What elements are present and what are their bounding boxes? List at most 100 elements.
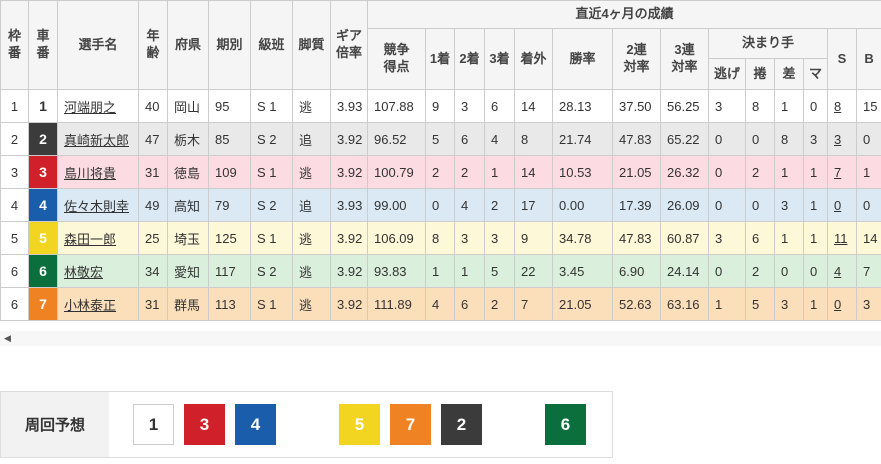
col-header-s: S — [827, 28, 857, 90]
cell-sashi: 8 — [774, 122, 804, 156]
cell-q2: 47.83 — [612, 122, 661, 156]
rider-number-box: 1 — [133, 404, 174, 445]
cell-class: S 1 — [250, 89, 293, 123]
cell-q3: 56.25 — [660, 89, 709, 123]
cell-s: 11 — [827, 221, 857, 255]
cell-q2: 47.83 — [612, 221, 661, 255]
col-header-pref: 府県 — [167, 0, 209, 90]
cell-b: 7 — [855, 254, 881, 288]
cell-period: 95 — [208, 89, 251, 123]
col-header-gear: ギア 倍率 — [330, 0, 368, 90]
cell-out: 7 — [514, 287, 553, 321]
cell-s: 0 — [827, 287, 857, 321]
s-count-link[interactable]: 0 — [834, 197, 842, 213]
cell-pref: 高知 — [167, 188, 209, 222]
cell-age: 40 — [138, 89, 168, 123]
racer-name-link[interactable]: 真崎新太郎 — [64, 132, 130, 148]
cell-first: 9 — [425, 89, 455, 123]
racer-name-link[interactable]: 島川将貴 — [64, 165, 117, 181]
cell-sashi: 1 — [774, 89, 804, 123]
cell-win_rate: 21.74 — [552, 122, 613, 156]
cell-ma: 1 — [803, 287, 828, 321]
cell-second: 3 — [454, 89, 485, 123]
cell-second: 2 — [454, 155, 485, 189]
col-header-class: 級班 — [250, 0, 293, 90]
cell-nige: 0 — [708, 122, 746, 156]
cell-third: 5 — [484, 254, 515, 288]
cell-pref: 栃木 — [167, 122, 209, 156]
col-header-out: 着外 — [514, 28, 553, 90]
cell-makuri: 2 — [745, 254, 775, 288]
cell-sashi: 3 — [774, 287, 804, 321]
racer-row: 6 7 小林泰正 31 群馬 113 S 1 逃 3.92 111.89 4 6 2 7 21.05 52.6… — [0, 287, 881, 321]
rider-number-box: 7 — [390, 404, 431, 445]
cell-waku: 1 — [0, 89, 29, 123]
col-header-second: 2着 — [454, 28, 485, 90]
cell-b: 14 — [855, 221, 881, 255]
s-count-link[interactable]: 4 — [834, 263, 842, 279]
cell-ma: 0 — [803, 89, 828, 123]
cell-out: 14 — [514, 155, 553, 189]
cell-nige: 3 — [708, 89, 746, 123]
racer-name-link[interactable]: 森田一郎 — [64, 231, 117, 247]
cell-q2: 17.39 — [612, 188, 661, 222]
cell-age: 47 — [138, 122, 168, 156]
cell-age: 31 — [138, 155, 168, 189]
racer-name-link[interactable]: 河端朋之 — [64, 99, 117, 115]
horizontal-scrollbar[interactable]: ◀ — [0, 331, 881, 346]
cell-score: 106.09 — [367, 221, 426, 255]
s-count-link[interactable]: 7 — [834, 164, 842, 180]
racer-name-link[interactable]: 佐々木則幸 — [64, 198, 130, 214]
cell-ma: 1 — [803, 221, 828, 255]
cell-win_rate: 21.05 — [552, 287, 613, 321]
racer-name-link[interactable]: 小林泰正 — [64, 297, 117, 313]
s-count-link[interactable]: 0 — [834, 296, 842, 312]
cell-style: 逃 — [292, 155, 331, 189]
cell-makuri: 8 — [745, 89, 775, 123]
s-count-link[interactable]: 8 — [834, 98, 842, 114]
cell-name: 真崎新太郎 — [57, 122, 139, 156]
cell-s: 7 — [827, 155, 857, 189]
scroll-left-icon[interactable]: ◀ — [4, 333, 11, 343]
cell-ma: 3 — [803, 122, 828, 156]
cell-first: 4 — [425, 287, 455, 321]
cell-pref: 徳島 — [167, 155, 209, 189]
s-count-link[interactable]: 3 — [834, 131, 842, 147]
cell-q2: 6.90 — [612, 254, 661, 288]
col-header-makuri: 捲 — [745, 58, 775, 90]
cell-waku: 5 — [0, 221, 29, 255]
cell-age: 34 — [138, 254, 168, 288]
cell-score: 111.89 — [367, 287, 426, 321]
rider-number-box: 2 — [441, 404, 482, 445]
col-header-quinella3: 3連 対率 — [660, 28, 709, 90]
racer-row: 6 6 林敬宏 34 愛知 117 S 2 逃 3.92 93.83 1 1 5 22 3.45 6.90 24… — [0, 254, 881, 288]
cell-b: 3 — [855, 287, 881, 321]
race-entry-table: 枠 番 車 番 選手名 年 齢 府県 期別 級班 脚質 ギア 倍率 直近4ヶ月の… — [0, 0, 881, 321]
cell-q3: 60.87 — [660, 221, 709, 255]
cell-ma: 1 — [803, 155, 828, 189]
cell-class: S 1 — [250, 155, 293, 189]
cell-b: 0 — [855, 122, 881, 156]
cell-second: 6 — [454, 122, 485, 156]
cell-q3: 24.14 — [660, 254, 709, 288]
cell-pref: 愛知 — [167, 254, 209, 288]
cell-gear: 3.92 — [330, 122, 368, 156]
cell-third: 1 — [484, 155, 515, 189]
cell-first: 5 — [425, 122, 455, 156]
col-header-name: 選手名 — [57, 0, 139, 90]
cell-second: 3 — [454, 221, 485, 255]
cell-q2: 21.05 — [612, 155, 661, 189]
cell-out: 14 — [514, 89, 553, 123]
group-header-kimarite: 決まり手 — [708, 28, 828, 59]
cell-class: S 1 — [250, 287, 293, 321]
cell-age: 31 — [138, 287, 168, 321]
s-count-link[interactable]: 11 — [834, 230, 848, 246]
cell-class: S 2 — [250, 254, 293, 288]
col-header-sashi: 差 — [774, 58, 804, 90]
racer-row: 3 3 島川将貴 31 徳島 109 S 1 逃 3.92 100.79 2 2 1 14 10.53 21.… — [0, 155, 881, 189]
racer-name-link[interactable]: 林敬宏 — [64, 264, 104, 280]
cell-nige: 0 — [708, 254, 746, 288]
cell-score: 99.00 — [367, 188, 426, 222]
